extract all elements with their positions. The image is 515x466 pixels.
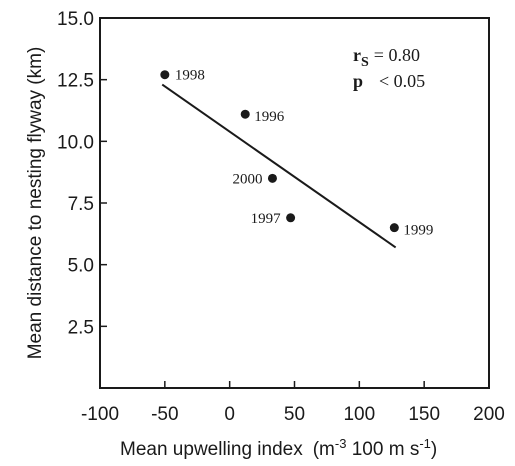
r-subscript: S [361, 55, 369, 70]
x-axis-title-mid: 100 m s [346, 439, 419, 460]
data-points: 1998 1996 2000 1997 1999 [160, 68, 433, 239]
y-tick-label: 10.0 [57, 132, 94, 153]
r-value: = 0.80 [374, 45, 420, 65]
x-tick-label: 150 [408, 404, 440, 425]
x-axis-title-main: Mean upwelling index [120, 439, 303, 460]
y-tick-label: 7.5 [68, 194, 94, 215]
y-tick-label: 12.5 [57, 71, 94, 92]
y-tick-label: 5.0 [68, 256, 94, 277]
x-tick-label: -50 [151, 404, 178, 425]
x-tick-label: 0 [224, 404, 235, 425]
x-tick-label: -100 [81, 404, 119, 425]
trend-line-group [161, 83, 397, 249]
point-label-1996: 1996 [254, 109, 285, 125]
x-axis-title-close: ) [431, 439, 437, 460]
x-tick-label: 200 [473, 404, 505, 425]
p-statistic: p < 0.05 [353, 71, 425, 91]
data-point-2000 [267, 173, 277, 183]
p-symbol: p [353, 71, 363, 91]
x-axis: -100 -50 0 50 100 150 200 [81, 381, 505, 425]
y-tick-label: 15.0 [57, 9, 94, 30]
r-symbol: r [353, 45, 361, 65]
x-axis-title-exp1: -3 [335, 436, 347, 451]
data-point-1996 [240, 109, 250, 119]
trend-line [161, 83, 397, 249]
x-axis-title-unit: (m [313, 439, 335, 460]
plot-frame [99, 17, 490, 389]
point-label-1999: 1999 [403, 223, 433, 239]
point-label-2000: 2000 [232, 171, 262, 187]
x-axis-title: Mean upwelling index (m-3 100 m s-1) [120, 436, 437, 460]
x-tick-label: 100 [343, 404, 375, 425]
y-axis: 2.5 5.0 7.5 10.0 12.5 15.0 [57, 9, 107, 338]
r-statistic: rS = 0.80 [353, 45, 420, 70]
x-axis-title-exp2: -1 [419, 436, 431, 451]
y-axis-title: Mean distance to nesting flyway (km) [25, 47, 46, 360]
point-label-1997: 1997 [251, 211, 282, 227]
point-label-1998: 1998 [175, 68, 205, 84]
data-point-1998 [160, 70, 170, 80]
p-value: < 0.05 [379, 71, 425, 91]
x-tick-label: 50 [284, 404, 305, 425]
y-tick-label: 2.5 [68, 317, 94, 338]
data-point-1997 [286, 213, 296, 223]
data-point-1999 [389, 223, 399, 233]
